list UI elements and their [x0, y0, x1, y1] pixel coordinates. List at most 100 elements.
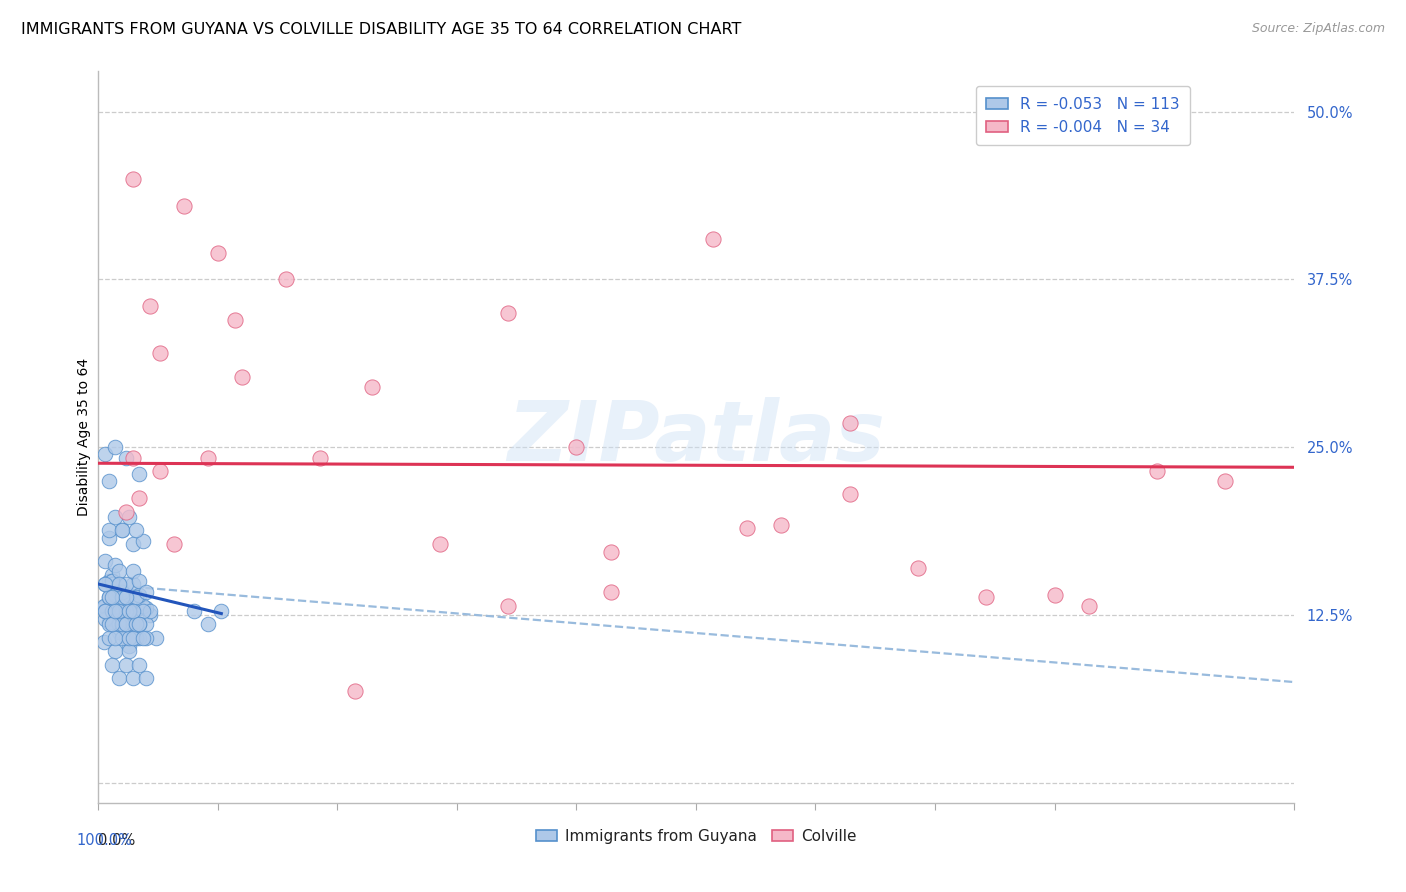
Point	[197, 617, 219, 632]
Point	[97, 524, 120, 538]
Point	[121, 171, 143, 186]
Y-axis label: Disability Age 35 to 64: Disability Age 35 to 64	[77, 358, 91, 516]
Point	[128, 617, 150, 632]
Text: Source: ZipAtlas.com: Source: ZipAtlas.com	[1251, 22, 1385, 36]
Point	[121, 537, 143, 551]
Point	[128, 588, 150, 602]
Point	[108, 617, 131, 632]
Point	[149, 346, 172, 360]
Point	[121, 671, 143, 685]
Point	[128, 467, 150, 481]
Point	[309, 450, 332, 465]
Point	[125, 628, 148, 642]
Point	[94, 612, 117, 626]
Point	[104, 440, 127, 454]
Point	[135, 601, 157, 615]
Point	[101, 617, 124, 632]
Point	[101, 604, 124, 618]
Point	[974, 591, 997, 605]
Text: ZIPatlas: ZIPatlas	[508, 397, 884, 477]
Point	[94, 599, 117, 613]
Point	[111, 585, 134, 599]
Point	[97, 474, 120, 488]
Point	[114, 631, 136, 645]
Point	[121, 450, 143, 465]
Point	[94, 604, 117, 618]
Point	[108, 671, 131, 685]
Point	[101, 591, 124, 605]
Point	[121, 617, 143, 632]
Point	[128, 617, 150, 632]
Point	[121, 631, 143, 645]
Point	[276, 272, 298, 286]
Point	[108, 585, 131, 599]
Point	[97, 631, 120, 645]
Point	[702, 232, 724, 246]
Point	[207, 245, 229, 260]
Point	[125, 617, 148, 632]
Point	[118, 510, 141, 524]
Point	[599, 585, 621, 599]
Point	[224, 312, 246, 326]
Point	[135, 617, 157, 632]
Point	[770, 518, 793, 533]
Point	[101, 577, 124, 591]
Point	[735, 521, 758, 535]
Point	[108, 577, 131, 591]
Point	[93, 634, 115, 648]
Point	[104, 558, 127, 573]
Point	[135, 585, 157, 599]
Point	[111, 604, 134, 618]
Point	[111, 524, 134, 538]
Point	[114, 591, 136, 605]
Point	[121, 564, 143, 578]
Point	[114, 505, 136, 519]
Point	[128, 491, 150, 505]
Point	[114, 604, 136, 618]
Point	[197, 450, 219, 465]
Point	[114, 617, 136, 632]
Point	[118, 604, 141, 618]
Point	[111, 524, 134, 538]
Point	[162, 537, 184, 551]
Point	[1146, 464, 1168, 478]
Point	[104, 588, 127, 602]
Point	[104, 631, 127, 645]
Point	[496, 599, 519, 613]
Point	[94, 604, 117, 618]
Legend: Immigrants from Guyana, Colville: Immigrants from Guyana, Colville	[530, 822, 862, 850]
Point	[108, 625, 131, 640]
Point	[118, 631, 141, 645]
Point	[108, 564, 131, 578]
Point	[132, 534, 155, 549]
Point	[111, 591, 134, 605]
Point	[132, 604, 155, 618]
Text: 100.0%: 100.0%	[77, 833, 132, 848]
Point	[118, 644, 141, 658]
Point	[104, 510, 127, 524]
Point	[104, 644, 127, 658]
Point	[97, 615, 120, 629]
Point	[128, 631, 150, 645]
Point	[360, 380, 382, 394]
Point	[111, 585, 134, 599]
Point	[135, 631, 157, 645]
Point	[111, 631, 134, 645]
Point	[343, 684, 366, 698]
Point	[128, 601, 150, 615]
Point	[125, 631, 148, 645]
Point	[429, 537, 451, 551]
Point	[209, 604, 232, 618]
Point	[125, 591, 148, 605]
Point	[183, 604, 205, 618]
Point	[97, 617, 120, 632]
Point	[149, 464, 172, 478]
Point	[128, 574, 150, 589]
Point	[496, 306, 519, 320]
Point	[118, 604, 141, 618]
Point	[138, 604, 160, 618]
Point	[97, 532, 120, 546]
Point	[118, 588, 141, 602]
Point	[1077, 599, 1099, 613]
Point	[94, 554, 117, 568]
